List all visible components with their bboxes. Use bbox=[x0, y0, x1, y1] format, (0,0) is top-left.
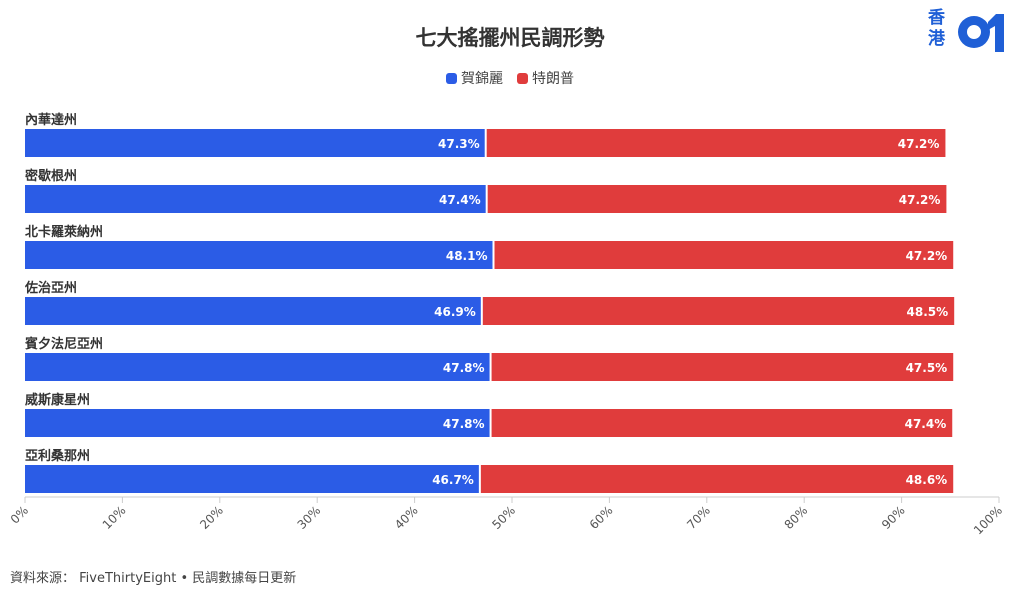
category-label: 密歇根州 bbox=[24, 168, 77, 184]
data-label: 47.2% bbox=[899, 193, 941, 207]
data-label: 48.1% bbox=[446, 249, 488, 263]
legend-label-harris: 賀錦麗 bbox=[461, 71, 503, 87]
category-label: 威斯康星州 bbox=[25, 392, 90, 408]
legend-item-harris[interactable]: 賀錦麗 bbox=[446, 68, 503, 88]
x-tick-label: 50% bbox=[489, 503, 518, 532]
data-label: 47.3% bbox=[438, 137, 480, 151]
x-tick-label: 80% bbox=[782, 503, 811, 532]
bar-segment-harris bbox=[25, 241, 494, 269]
legend: 賀錦麗 特朗普 bbox=[0, 68, 1020, 88]
x-tick-label: 40% bbox=[392, 503, 421, 532]
legend-item-trump[interactable]: 特朗普 bbox=[517, 68, 574, 88]
bar-segment-harris bbox=[25, 465, 480, 493]
data-label: 47.4% bbox=[905, 417, 947, 431]
hk01-logo: 香港 bbox=[928, 8, 1012, 56]
x-tick-label: 70% bbox=[684, 503, 713, 532]
data-label: 47.2% bbox=[906, 249, 948, 263]
x-tick-label: 100% bbox=[971, 503, 1005, 537]
bar-segment-harris bbox=[25, 353, 491, 381]
bar-segment-trump bbox=[479, 465, 954, 493]
bar-segment-harris bbox=[25, 297, 482, 325]
category-label: 北卡羅萊納州 bbox=[25, 224, 103, 240]
x-tick-label: 0% bbox=[8, 503, 31, 526]
bar-segment-trump bbox=[490, 353, 954, 381]
bar-segment-trump bbox=[481, 297, 955, 325]
data-label: 47.5% bbox=[906, 361, 948, 375]
bar-segment-trump bbox=[486, 185, 947, 213]
x-tick-label: 60% bbox=[587, 503, 616, 532]
category-label: 內華達州 bbox=[25, 112, 77, 128]
legend-swatch-harris bbox=[446, 72, 457, 84]
legend-label-trump: 特朗普 bbox=[532, 71, 574, 87]
bar-segment-trump bbox=[485, 129, 946, 157]
data-label: 46.9% bbox=[434, 305, 476, 319]
x-tick-label: 90% bbox=[879, 503, 908, 532]
bar-segment-harris bbox=[25, 409, 491, 437]
logo-mark-icon bbox=[958, 14, 1004, 52]
logo-text: 香港 bbox=[928, 8, 945, 49]
bar-segment-harris bbox=[25, 129, 486, 157]
source-note: 資料來源： FiveThirtyEight • 民調數據每日更新 bbox=[10, 571, 297, 586]
bar-segment-harris bbox=[25, 185, 487, 213]
data-label: 47.2% bbox=[898, 137, 940, 151]
data-label: 46.7% bbox=[432, 473, 474, 487]
data-label: 48.5% bbox=[907, 305, 949, 319]
data-label: 47.8% bbox=[443, 417, 485, 431]
x-tick-label: 30% bbox=[295, 503, 324, 532]
bar-segment-trump bbox=[490, 409, 953, 437]
category-label: 賓夕法尼亞州 bbox=[24, 336, 103, 352]
x-tick-label: 10% bbox=[100, 503, 129, 532]
x-tick-label: 20% bbox=[197, 503, 226, 532]
category-label: 佐治亞州 bbox=[24, 280, 77, 296]
data-label: 48.6% bbox=[906, 473, 948, 487]
bar-segment-trump bbox=[493, 241, 954, 269]
chart-title: 七大搖擺州民調形勢 bbox=[415, 26, 605, 50]
legend-swatch-trump bbox=[517, 72, 528, 84]
data-label: 47.4% bbox=[439, 193, 481, 207]
category-label: 亞利桑那州 bbox=[25, 448, 90, 464]
data-label: 47.8% bbox=[443, 361, 485, 375]
